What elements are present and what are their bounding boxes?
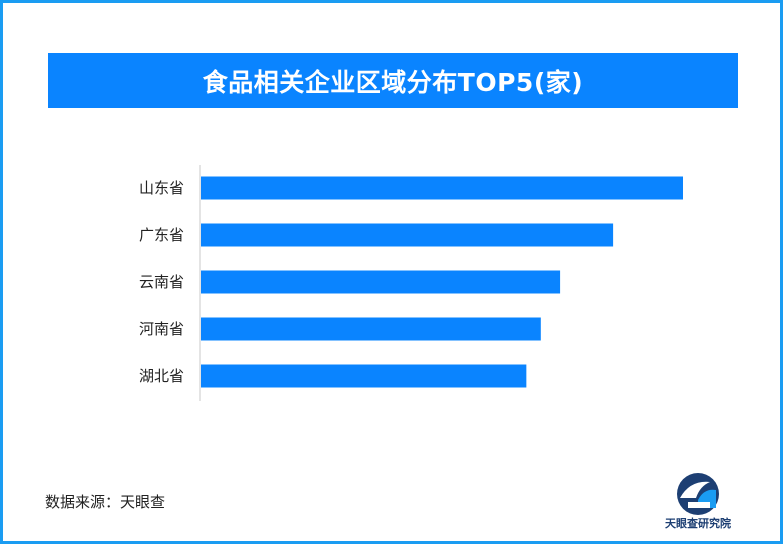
brand-logo: 天眼查研究院 bbox=[658, 468, 738, 536]
brand-name: 天眼查研究院 bbox=[665, 517, 731, 530]
title-bar: 食品相关企业区域分布TOP5(家) bbox=[48, 53, 738, 108]
bar bbox=[201, 176, 683, 200]
category-label: 广东省 bbox=[139, 226, 184, 244]
bar bbox=[201, 223, 614, 247]
category-label: 山东省 bbox=[139, 179, 184, 197]
chart-title: 食品相关企业区域分布TOP5(家) bbox=[202, 67, 584, 97]
bar bbox=[201, 270, 561, 294]
category-label: 河南省 bbox=[139, 320, 184, 338]
bar bbox=[201, 317, 541, 341]
category-label: 湖北省 bbox=[139, 367, 184, 385]
category-label: 云南省 bbox=[139, 273, 184, 291]
data-source-label: 数据来源：天眼查 bbox=[45, 493, 166, 511]
bar bbox=[201, 364, 527, 388]
tianyancha-logo-icon bbox=[677, 473, 719, 515]
